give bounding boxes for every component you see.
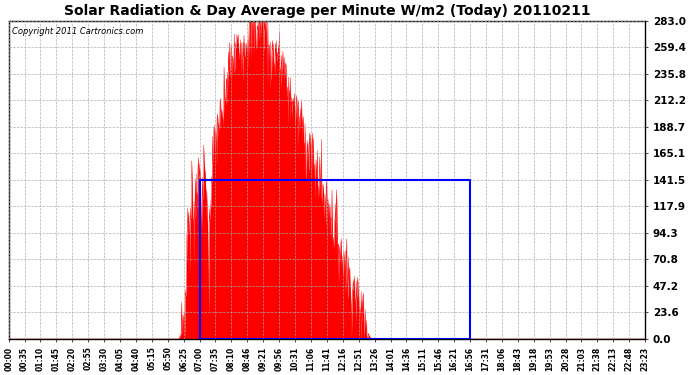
Title: Solar Radiation & Day Average per Minute W/m2 (Today) 20110211: Solar Radiation & Day Average per Minute… (63, 4, 590, 18)
Bar (199, 180, 470, 339)
Text: Copyright 2011 Cartronics.com: Copyright 2011 Cartronics.com (12, 27, 144, 36)
